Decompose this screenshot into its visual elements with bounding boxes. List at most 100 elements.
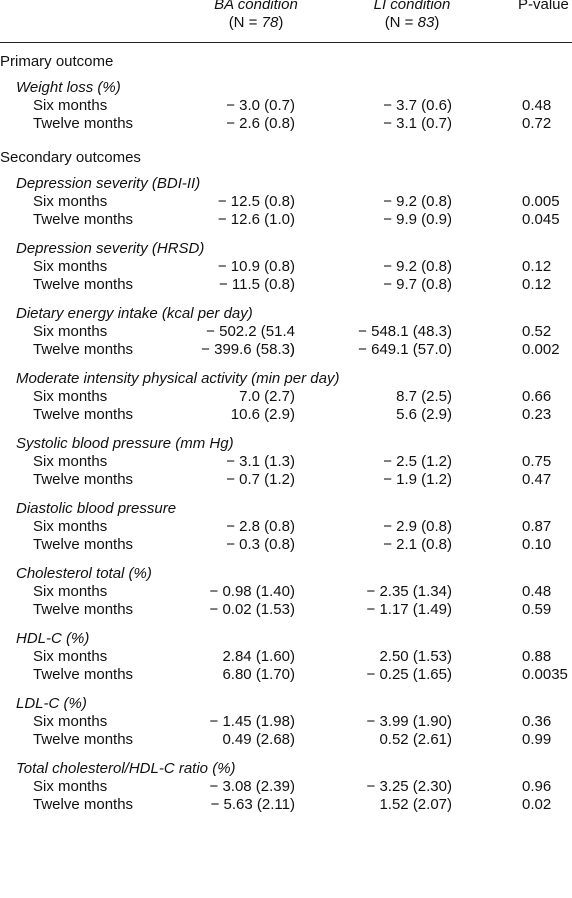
row-label: Twelve months bbox=[33, 211, 134, 228]
outcome-group: Depression severity (HRSD) Six months − 10… bbox=[0, 239, 572, 294]
row-label: Twelve months bbox=[33, 796, 134, 813]
p-value: 0.12 bbox=[522, 258, 552, 275]
row-label: Twelve months bbox=[33, 731, 134, 748]
li-value: 0.52 (2.61) bbox=[379, 731, 452, 748]
ba-value: − 502.2 (51.4 ) bbox=[206, 323, 295, 358]
ba-value: − 0.98 (1.40) bbox=[209, 583, 295, 600]
p-value: 0.0035 bbox=[522, 666, 568, 683]
table-row: Six months − 3.1 (1.3) − 2.5 (1.2) 0.75 bbox=[0, 453, 572, 471]
li-condition-title: LI condition bbox=[373, 0, 451, 13]
table-row: Six months − 0.98 (1.40) − 2.35 (1.34) 0.48 bbox=[0, 583, 572, 601]
table-row: Twelve months − 2.6 (0.8) − 3.1 (0.7) 0.72 bbox=[0, 115, 572, 133]
li-value: − 9.9 (0.9) bbox=[383, 211, 452, 228]
section-title: Primary outcome bbox=[0, 53, 114, 70]
p-value: 0.48 bbox=[522, 97, 552, 114]
row-label: Six months bbox=[33, 388, 108, 405]
row-label: Twelve months bbox=[33, 666, 134, 683]
ba-value: 2.84 (1.60) bbox=[222, 648, 295, 665]
row-label: Twelve months bbox=[33, 406, 134, 423]
outcome-group: Systolic blood pressure (mm Hg) Six month… bbox=[0, 434, 572, 489]
ba-value: − 0.02 (1.53) bbox=[209, 601, 295, 618]
row-label: Six months bbox=[33, 713, 108, 730]
p-value: 0.23 bbox=[522, 406, 552, 423]
ba-value: 0.49 (2.68) bbox=[222, 731, 295, 748]
li-value: − 9.2 (0.8) bbox=[383, 258, 452, 275]
p-value: 0.10 bbox=[522, 536, 552, 553]
header-rule bbox=[0, 42, 572, 43]
row-label: Twelve months bbox=[33, 601, 134, 618]
outcome-group: HDL-C (%) Six months 2.84 (1.60) 2.50 (1.53… bbox=[0, 629, 572, 684]
li-value: − 3.25 (2.30) bbox=[366, 778, 452, 795]
ba-value: 7.0 (2.7) bbox=[239, 388, 295, 405]
ba-value: − 2.8 (0.8) bbox=[226, 518, 295, 535]
ba-condition-title: BA condition bbox=[214, 0, 298, 13]
li-value: − 2.35 (1.34) bbox=[366, 583, 452, 600]
li-value: − 1.17 (1.49) bbox=[366, 601, 452, 618]
table-row: Six months − 2.8 (0.8) − 2.9 (0.8) 0.87 bbox=[0, 518, 572, 536]
li-value: − 2.1 (0.8) bbox=[383, 536, 452, 553]
table-row: Twelve months 10.6 (2.9) 5.6 (2.9) 0.23 bbox=[0, 406, 572, 424]
row-label: Twelve months bbox=[33, 471, 134, 488]
ba-value: − 0.3 (0.8) bbox=[226, 536, 295, 553]
outcome-title: LDL-C (%) bbox=[16, 695, 87, 712]
li-value: − 2.5 (1.2) bbox=[383, 453, 452, 470]
table-row: Twelve months − 0.3 (0.8) − 2.1 (0.8) 0.10 bbox=[0, 536, 572, 554]
p-value: 0.005 bbox=[522, 193, 560, 210]
ba-value: − 11.5 (0.8) bbox=[218, 276, 295, 293]
outcome-group: Dietary energy intake (kcal per day) Six … bbox=[0, 304, 572, 359]
ba-value: − 10.9 (0.8) bbox=[217, 258, 295, 275]
outcome-title: Weight loss (%) bbox=[16, 79, 121, 96]
li-value: − 3.99 (1.90) bbox=[366, 713, 452, 730]
ba-value: 10.6 (2.9) bbox=[230, 406, 295, 423]
p-value: 0.99 bbox=[522, 731, 552, 748]
li-value: − 548.1 (48.3) bbox=[358, 323, 452, 340]
ba-value: − 1.45 (1.98) bbox=[209, 713, 295, 730]
results-table: Primary outcome Weight loss (%) Six months… bbox=[0, 52, 572, 814]
section-title: Secondary outcomes bbox=[0, 149, 141, 166]
li-value: − 3.7 (0.6) bbox=[383, 97, 452, 114]
p-value: 0.72 bbox=[522, 115, 552, 132]
outcome-group: LDL-C (%) Six months − 1.45 (1.98) − 3.99 (… bbox=[0, 694, 572, 749]
table-row: Six months − 3.08 (2.39) − 3.25 (2.30) 0.96 bbox=[0, 778, 572, 796]
ba-condition-n: (N = 78) bbox=[228, 14, 284, 31]
row-label: Six months bbox=[33, 778, 108, 795]
outcome-title: Diastolic blood pressure bbox=[16, 500, 177, 517]
outcome-title: Systolic blood pressure (mm Hg) bbox=[16, 435, 234, 452]
table-row: Six months − 1.45 (1.98) − 3.99 (1.90) 0.36 bbox=[0, 713, 572, 731]
p-value: 0.02 bbox=[522, 796, 552, 813]
table-header: BA condition (N = 78) LI condition (N = … bbox=[0, 0, 572, 38]
outcome-title: Moderate intensity physical activity (mi… bbox=[16, 370, 340, 387]
p-value: 0.75 bbox=[522, 453, 552, 470]
table-row: Twelve months − 399.6 (58.3) − 649.1 (57.0… bbox=[0, 341, 572, 359]
pvalue-header: P-value bbox=[518, 0, 569, 13]
li-condition-header: LI condition (N = 83) bbox=[352, 0, 472, 32]
p-value: 0.002 bbox=[522, 341, 560, 358]
li-value: 5.6 (2.9) bbox=[396, 406, 452, 423]
ba-value: − 399.6 (58.3) bbox=[201, 341, 295, 358]
row-label: Six months bbox=[33, 323, 108, 340]
row-label: Twelve months bbox=[33, 536, 134, 553]
table-row: Twelve months 0.49 (2.68) 0.52 (2.61) 0.99 bbox=[0, 731, 572, 749]
p-value: 0.88 bbox=[522, 648, 552, 665]
outcome-title: Dietary energy intake (kcal per day) bbox=[16, 305, 253, 322]
outcome-title: HDL-C (%) bbox=[16, 630, 90, 647]
row-label: Six months bbox=[33, 583, 108, 600]
row-label: Twelve months bbox=[33, 115, 134, 132]
ba-value: − 3.08 (2.39) bbox=[209, 778, 295, 795]
li-value: − 3.1 (0.7) bbox=[383, 115, 452, 132]
ba-value: − 12.6 (1.0) bbox=[217, 211, 295, 228]
table-row: Six months − 10.9 (0.8) − 9.2 (0.8) 0.12 bbox=[0, 258, 572, 276]
outcome-group: Depression severity (BDI-II) Six months − … bbox=[0, 174, 572, 229]
table-row: Six months − 12.5 (0.8) − 9.2 (0.8) 0.005 bbox=[0, 193, 572, 211]
li-value: − 9.7 (0.8) bbox=[383, 276, 452, 293]
p-value: 0.045 bbox=[522, 211, 560, 228]
ba-value: − 5.63 (2.11) bbox=[210, 796, 295, 813]
ba-value: − 3.0 (0.7) bbox=[226, 97, 295, 114]
row-label: Twelve months bbox=[33, 341, 134, 358]
ba-condition-header: BA condition (N = 78) bbox=[196, 0, 316, 32]
li-value: − 9.2 (0.8) bbox=[383, 193, 452, 210]
p-value: 0.52 bbox=[522, 323, 552, 340]
row-label: Six months bbox=[33, 518, 108, 535]
outcome-group: Moderate intensity physical activity (mi… bbox=[0, 369, 572, 424]
li-condition-n: (N = 83) bbox=[384, 14, 440, 31]
